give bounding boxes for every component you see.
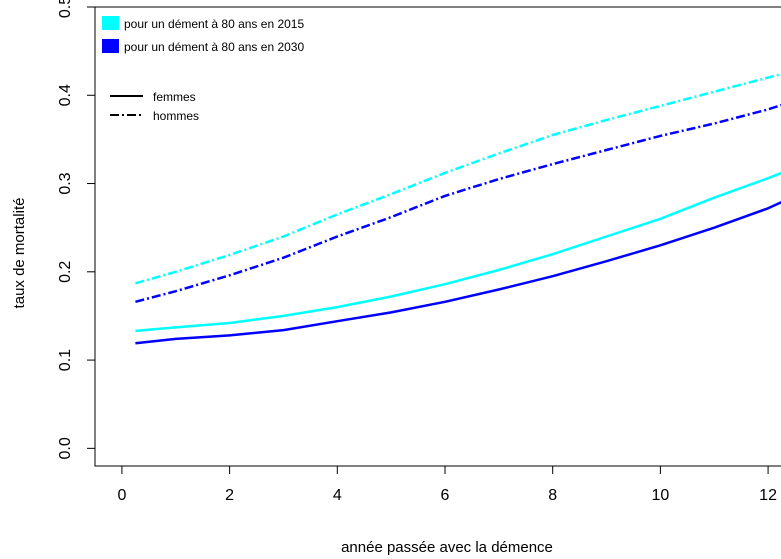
x-tick-label: 2 <box>225 487 234 504</box>
x-tick-label: 10 <box>651 487 669 504</box>
legend-label-femmes: femmes <box>153 90 196 104</box>
x-tick-label: 0 <box>117 487 126 504</box>
y-tick-label: 0.0 <box>57 437 74 459</box>
legend-label-2015: pour un dément à 80 ans en 2015 <box>124 17 304 31</box>
y-tick-label: 0.3 <box>57 172 74 194</box>
x-tick-label: 6 <box>441 487 450 504</box>
x-axis: 0 2 4 6 8 10 12 <box>117 465 777 504</box>
y-tick-label: 0.2 <box>57 261 74 283</box>
series-line-2 <box>135 200 781 345</box>
legend-swatch-2015 <box>102 16 119 30</box>
series-line-3 <box>135 72 781 285</box>
series-line-4 <box>135 103 781 304</box>
series-lines <box>135 72 781 345</box>
x-tick-label: 4 <box>333 487 342 504</box>
legend-label-hommes: hommes <box>153 109 199 123</box>
series-line-1 <box>135 171 781 333</box>
y-tick-label: 0.4 <box>57 84 74 106</box>
y-axis: 0.0 0.1 0.2 0.3 0.4 0.5 <box>57 0 96 459</box>
legend: pour un dément à 80 ans en 2015 pour un … <box>102 16 304 123</box>
x-axis-label: année passée avec la démence <box>341 539 553 556</box>
legend-label-2030: pour un dément à 80 ans en 2030 <box>124 40 304 54</box>
plot-frame <box>94 6 781 467</box>
y-axis-label: taux de mortalité <box>11 198 28 309</box>
y-tick-label: 0.1 <box>57 349 74 371</box>
y-tick-label: 0.5 <box>57 0 74 18</box>
x-tick-label: 12 <box>759 487 777 504</box>
legend-swatch-2030 <box>102 39 119 53</box>
x-tick-label: 8 <box>548 487 557 504</box>
